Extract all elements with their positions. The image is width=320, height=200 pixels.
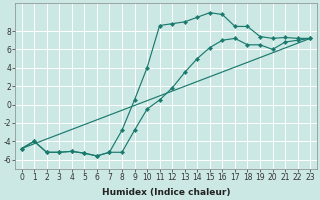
X-axis label: Humidex (Indice chaleur): Humidex (Indice chaleur) <box>102 188 230 197</box>
